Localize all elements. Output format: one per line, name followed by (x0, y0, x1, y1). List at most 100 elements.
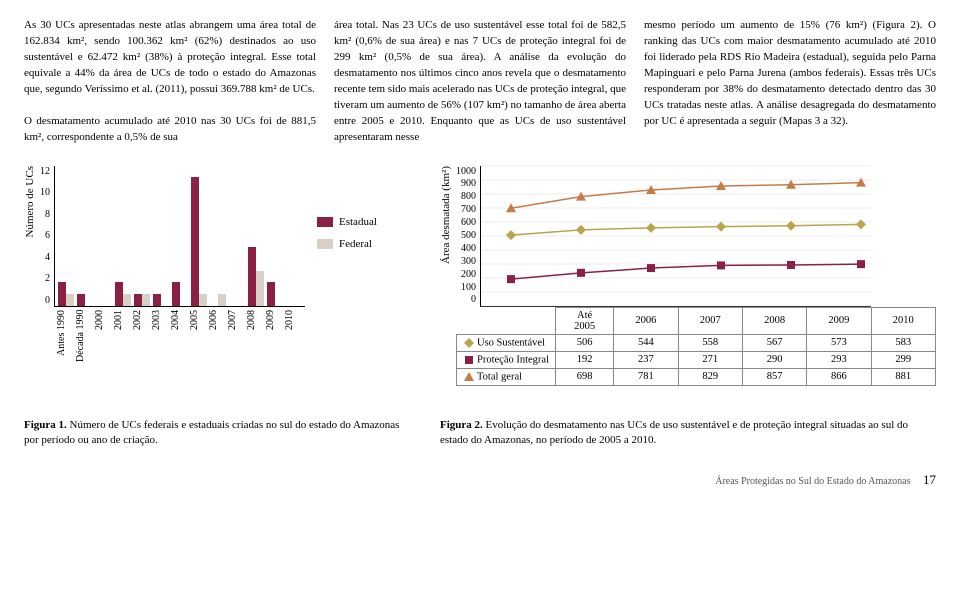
fig1-caption-label: Figura 1. (24, 419, 67, 431)
bar-group (191, 166, 207, 306)
bar-group (134, 166, 150, 306)
xtick-label: Antes 1990 (56, 310, 72, 370)
bar (115, 282, 123, 305)
table-header: Até2005 (556, 307, 614, 334)
para-4: mesmo período um aumento de 15% (76 km²)… (644, 19, 936, 127)
bar-group (286, 166, 302, 306)
table-cell: 857 (742, 368, 806, 385)
col-3: mesmo período um aumento de 15% (76 km²)… (644, 18, 936, 146)
table-cell: 271 (678, 351, 742, 368)
bar-group (77, 166, 93, 306)
table-cell: 583 (871, 334, 935, 351)
fig1-xticks: Antes 1990Década 19902000200120022003200… (40, 310, 305, 370)
bar-group (153, 166, 169, 306)
fig2-caption-label: Figura 2. (440, 419, 483, 431)
para-2: O desmatamento acumulado até 2010 nas 30… (24, 115, 316, 143)
table-row: Total geral698781829857866881 (457, 368, 936, 385)
table-cell: 866 (807, 368, 871, 385)
bar (77, 294, 85, 306)
captions-row: Figura 1. Número de UCs federais e estad… (24, 386, 936, 449)
table-row: Uso Sustentável506544558567573583 (457, 334, 936, 351)
fig1-ylabel: Número de UCs (24, 166, 36, 278)
table-cell: 829 (678, 368, 742, 385)
bar (134, 294, 142, 306)
fig2-caption-text: Evolução do desmatamento nas UCs de uso … (440, 419, 908, 446)
bar-group (248, 166, 264, 306)
fig2-plot-area (480, 166, 871, 307)
legend-label: Estadual (339, 216, 377, 228)
xtick-label: 2002 (132, 310, 148, 370)
bar (256, 271, 264, 306)
page-number: 17 (923, 472, 936, 487)
bar (248, 247, 256, 305)
series-name: Uso Sustentável (457, 334, 556, 351)
fig2-svg (481, 166, 871, 306)
fig2-caption: Figura 2. Evolução do desmatamento nas U… (440, 418, 936, 449)
fig1-caption: Figura 1. Número de UCs federais e estad… (24, 418, 404, 449)
table-header: 2009 (807, 307, 871, 334)
bar (218, 294, 226, 306)
table-cell: 237 (614, 351, 678, 368)
table-cell: 881 (871, 368, 935, 385)
bar (123, 294, 131, 306)
footer-text: Áreas Protegidas no Sul do Estado do Ama… (715, 476, 910, 487)
bar-group (229, 166, 245, 306)
table-header: 2008 (742, 307, 806, 334)
bar-group (115, 166, 131, 306)
table-row: Proteção Integral192237271290293299 (457, 351, 936, 368)
legend-swatch (317, 217, 333, 227)
xtick-label: 2010 (284, 310, 300, 370)
fig1-plot-area (54, 166, 305, 307)
series-name: Total geral (457, 368, 556, 385)
bar (191, 177, 199, 305)
legend-item: Federal (317, 238, 377, 250)
bar-group (267, 166, 283, 306)
bar-group (210, 166, 226, 306)
table-cell: 299 (871, 351, 935, 368)
legend-swatch (317, 239, 333, 249)
table-header: 2010 (871, 307, 935, 334)
table-cell: 698 (556, 368, 614, 385)
table-cell: 573 (807, 334, 871, 351)
page-footer: Áreas Protegidas no Sul do Estado do Ama… (24, 472, 936, 488)
table-cell: 567 (742, 334, 806, 351)
para-1: As 30 UCs apresentadas neste atlas abran… (24, 19, 316, 95)
fig2-yticks: 10009008007006005004003002001000 (456, 166, 480, 306)
bar-group (172, 166, 188, 306)
bar (153, 294, 161, 306)
bar-group (96, 166, 112, 306)
legend-label: Federal (339, 238, 372, 250)
xtick-label: 2007 (227, 310, 243, 370)
table-cell: 293 (807, 351, 871, 368)
fig1-caption-text: Número de UCs federais e estaduais criad… (24, 419, 399, 446)
xtick-label: 2001 (113, 310, 129, 370)
table-cell: 192 (556, 351, 614, 368)
xtick-label: 2005 (189, 310, 205, 370)
xtick-label: 2004 (170, 310, 186, 370)
table-cell: 506 (556, 334, 614, 351)
table-cell: 544 (614, 334, 678, 351)
xtick-label: 2006 (208, 310, 224, 370)
xtick-label: 2000 (94, 310, 110, 370)
xtick-label: 2003 (151, 310, 167, 370)
xtick-label: 2008 (246, 310, 262, 370)
figures-row: Número de UCs 121086420 Antes 1990Década… (24, 166, 936, 386)
para-3: área total. Nas 23 UCs de uso sustentáve… (334, 19, 626, 143)
legend-item: Estadual (317, 216, 377, 228)
table-cell: 558 (678, 334, 742, 351)
table-cell: 290 (742, 351, 806, 368)
bar-group (58, 166, 74, 306)
col-1: As 30 UCs apresentadas neste atlas abran… (24, 18, 316, 146)
col-2: área total. Nas 23 UCs de uso sustentáve… (334, 18, 626, 146)
xtick-label: 2009 (265, 310, 281, 370)
table-header: 2007 (678, 307, 742, 334)
bar (142, 294, 150, 306)
fig2-data-table: Até200520062007200820092010Uso Sustentáv… (456, 307, 936, 386)
figure-1: Número de UCs 121086420 Antes 1990Década… (24, 166, 404, 370)
body-text: As 30 UCs apresentadas neste atlas abran… (24, 18, 936, 146)
xtick-label: Década 1990 (75, 310, 91, 370)
series-name: Proteção Integral (457, 351, 556, 368)
table-cell: 781 (614, 368, 678, 385)
bar (267, 282, 275, 305)
bar (58, 282, 66, 305)
